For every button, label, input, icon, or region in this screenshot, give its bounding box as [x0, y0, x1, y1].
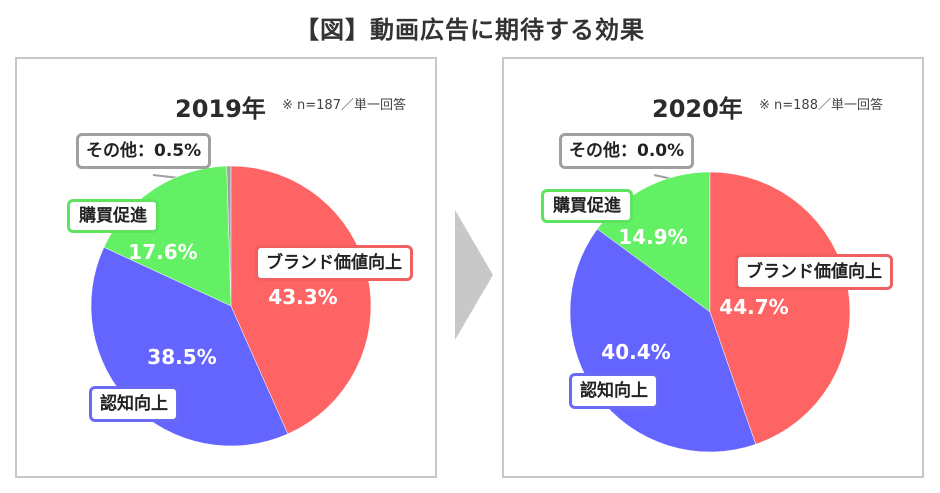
value-label-awareness-2019: 38.5%	[147, 345, 216, 369]
callout-awareness-2020: 認知向上	[569, 373, 659, 409]
callout-other-2019: その他：0.5%	[76, 133, 212, 169]
figure-title: 【図】動画広告に期待する効果	[295, 16, 645, 44]
callout-brand-2020: ブランド価値向上	[735, 254, 893, 290]
callout-purchase-2020: 購買促進	[541, 189, 633, 223]
year-label-2020: 2020年	[652, 95, 743, 123]
value-label-brand-2020: 44.7%	[719, 295, 788, 319]
year-label-2019: 2019年	[175, 95, 266, 123]
value-label-purchase-2020: 14.9%	[618, 225, 687, 249]
callout-other-2020: その他：0.0%	[559, 133, 695, 169]
pie-slice-purchase-2019	[103, 165, 232, 307]
callout-brand-2019: ブランド価値向上	[255, 245, 413, 281]
sample-note-2019: ※ n=187／単一回答	[282, 98, 406, 113]
arrow-right-icon	[455, 210, 493, 340]
callout-awareness-2019: 認知向上	[89, 386, 179, 422]
pie-panel-2020: 44.7% 40.4% 14.9% 2020年 ※ n=188／単一回答 その他：0…	[502, 57, 924, 478]
value-label-brand-2019: 43.3%	[268, 285, 337, 309]
sample-note-2020: ※ n=188／単一回答	[759, 98, 883, 113]
callout-purchase-2019: 購買促進	[67, 199, 159, 233]
pie-panel-2019: 43.3% 38.5% 17.6% 2019年 ※ n=187／単一回答 その他：0…	[15, 57, 437, 478]
value-label-awareness-2020: 40.4%	[601, 340, 670, 364]
value-label-purchase-2019: 17.6%	[128, 240, 197, 264]
